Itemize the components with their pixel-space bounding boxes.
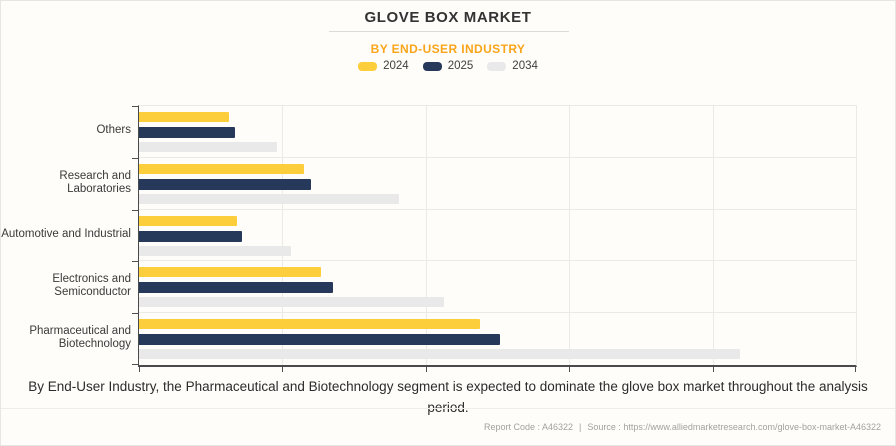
bar-2034-automotive-and-industrial (139, 245, 291, 256)
chart-title: GLOVE BOX MARKET (364, 9, 532, 26)
y-axis-tick (132, 261, 138, 263)
x-axis-tick (712, 367, 714, 372)
x-axis-tick (282, 367, 284, 372)
bar-2024-electronics-and-semiconductor (139, 267, 322, 278)
legend-swatch-2024 (358, 61, 378, 71)
chart-caption: By End-User Industry, the Pharmaceutical… (28, 379, 868, 415)
y-label-research-and-laboratories: Research and Laboratories (59, 169, 131, 195)
legend-swatch-2034 (487, 61, 507, 71)
vertical-gridline (569, 106, 571, 365)
legend-item-2034[interactable]: 2034 (487, 60, 538, 72)
plot-area (132, 105, 857, 372)
legend-label: 2024 (383, 60, 409, 72)
legend-swatch-2025 (422, 61, 442, 71)
bar-2025-pharmaceutical-and-biotechnology (139, 334, 501, 346)
bar-2034-pharmaceutical-and-biotechnology (139, 349, 740, 360)
bar-2034-others (139, 142, 277, 152)
title-divider (329, 31, 569, 32)
bar-2025-others (139, 127, 236, 138)
y-axis-tick (132, 157, 138, 159)
y-axis-tick (132, 364, 138, 365)
source-url: Source : https://www.alliedmarketresearc… (587, 422, 881, 432)
y-axis-labels: Others Research and Laboratories Automotiv… (1, 105, 131, 367)
vertical-gridline (712, 106, 714, 365)
x-axis-tick (139, 367, 140, 372)
y-label-electronics-and-semiconductor: Electronics and Semiconductor (52, 273, 131, 299)
bar-2025-electronics-and-semiconductor (139, 282, 333, 294)
y-axis-tick (132, 313, 138, 315)
bar-2034-electronics-and-semiconductor (139, 297, 445, 308)
legend-label: 2034 (512, 60, 538, 72)
bar-2034-research-and-laboratories (139, 193, 399, 204)
y-axis-tick (132, 209, 138, 211)
vertical-gridline (282, 106, 284, 365)
bar-chart: Others Research and Laboratories Automotiv… (1, 105, 895, 372)
report-code: Report Code : A46322 (483, 422, 574, 432)
x-axis-tick (425, 367, 427, 372)
legend-item-2024[interactable]: 2024 (358, 60, 409, 72)
bar-2025-automotive-and-industrial (139, 230, 243, 242)
y-axis-tick (132, 106, 138, 107)
category-row-electronics-and-semiconductor (139, 261, 856, 314)
y-label-others: Others (96, 124, 131, 137)
chart-legend: 2024 2025 2034 (1, 58, 895, 74)
category-row-research-and-laboratories (139, 158, 856, 210)
vertical-gridline (425, 106, 427, 365)
chart-subtitle: BY END-USER INDUSTRY (370, 42, 526, 56)
bar-2024-automotive-and-industrial (139, 215, 237, 226)
x-axis-tick (569, 367, 571, 372)
footer-separator: | (579, 422, 582, 432)
category-row-others (139, 106, 856, 158)
legend-item-2025[interactable]: 2025 (422, 60, 474, 72)
y-label-pharmaceutical-and-biotechnology: Pharmaceutical and Biotechnology (29, 325, 131, 351)
bar-2024-others (139, 112, 230, 122)
y-label-automotive-and-industrial: Automotive and Industrial (1, 227, 131, 240)
legend-label: 2025 (447, 60, 474, 72)
bar-2024-pharmaceutical-and-biotechnology (139, 319, 481, 330)
category-row-automotive-and-industrial (139, 210, 856, 262)
footer: Report Code : A46322 | Source : https://… (1, 408, 895, 445)
bar-2025-research-and-laboratories (139, 178, 312, 190)
bar-2024-research-and-laboratories (139, 163, 304, 174)
x-axis-tick (855, 367, 856, 372)
category-row-pharmaceutical-and-biotechnology (139, 313, 856, 365)
